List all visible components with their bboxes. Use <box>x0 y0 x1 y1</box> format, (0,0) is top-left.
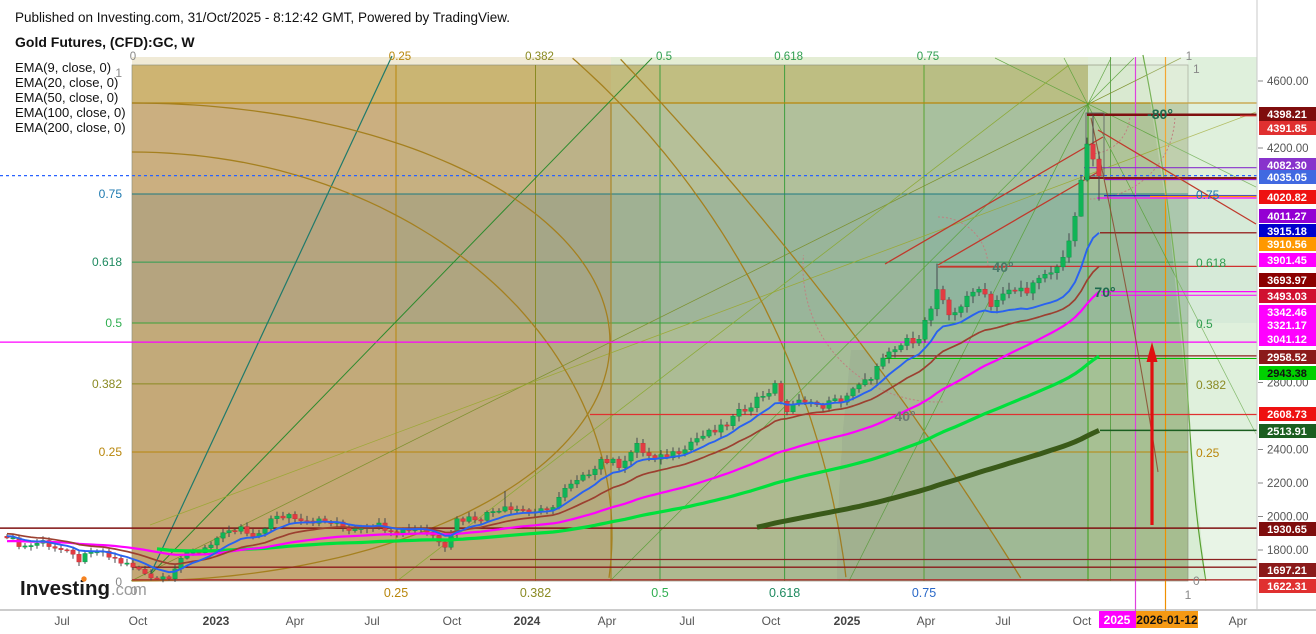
svg-text:1: 1 <box>1186 51 1192 63</box>
svg-text:3342.46: 3342.46 <box>1267 307 1307 319</box>
svg-text:0.25: 0.25 <box>99 445 123 459</box>
svg-text:Oct: Oct <box>443 614 462 628</box>
svg-text:0: 0 <box>1193 574 1200 588</box>
svg-text:2943.38: 2943.38 <box>1267 368 1307 380</box>
svg-text:Jul: Jul <box>54 614 69 628</box>
svg-text:4011.27: 4011.27 <box>1267 211 1306 223</box>
svg-text:3493.03: 3493.03 <box>1267 291 1307 303</box>
svg-text:40°: 40° <box>894 408 915 424</box>
svg-text:2200.00: 2200.00 <box>1267 478 1309 490</box>
svg-text:4082.30: 4082.30 <box>1267 160 1307 172</box>
svg-text:0.618: 0.618 <box>769 586 800 600</box>
svg-text:0.618: 0.618 <box>774 51 803 63</box>
svg-text:3693.97: 3693.97 <box>1267 275 1307 287</box>
svg-text:2023: 2023 <box>203 614 230 628</box>
svg-text:Oct: Oct <box>129 614 148 628</box>
svg-text:2958.52: 2958.52 <box>1267 352 1307 364</box>
svg-text:3910.56: 3910.56 <box>1267 239 1307 251</box>
svg-text:0.25: 0.25 <box>389 51 411 63</box>
svg-text:1: 1 <box>1185 588 1192 602</box>
svg-text:Apr: Apr <box>1229 614 1248 628</box>
svg-text:Jul: Jul <box>679 614 694 628</box>
svg-text:0: 0 <box>131 584 138 598</box>
svg-text:Gold Futures, (CFD):GC, W: Gold Futures, (CFD):GC, W <box>15 34 195 50</box>
svg-text:0.25: 0.25 <box>1196 446 1220 460</box>
svg-text:2025: 2025 <box>1104 613 1131 627</box>
svg-text:Apr: Apr <box>286 614 305 628</box>
svg-text:1622.31: 1622.31 <box>1267 581 1307 593</box>
svg-text:.com: .com <box>111 581 147 599</box>
svg-text:1: 1 <box>1193 62 1200 76</box>
svg-text:2400.00: 2400.00 <box>1267 445 1309 457</box>
svg-text:EMA(20, close, 0): EMA(20, close, 0) <box>15 75 118 90</box>
svg-text:0.75: 0.75 <box>99 187 123 201</box>
svg-text:2026-01-12: 2026-01-12 <box>1136 613 1198 627</box>
svg-text:4035.05: 4035.05 <box>1267 172 1307 184</box>
svg-text:2000.00: 2000.00 <box>1267 512 1309 524</box>
svg-text:2800.00: 2800.00 <box>1267 378 1309 390</box>
svg-text:0.5: 0.5 <box>656 51 672 63</box>
svg-text:0.618: 0.618 <box>1196 256 1226 270</box>
svg-text:EMA(9, close, 0): EMA(9, close, 0) <box>15 60 111 75</box>
svg-text:70°: 70° <box>1094 284 1115 300</box>
svg-text:0: 0 <box>130 51 136 63</box>
svg-text:EMA(50, close, 0): EMA(50, close, 0) <box>15 90 118 105</box>
svg-text:4391.85: 4391.85 <box>1267 123 1307 135</box>
svg-text:EMA(200, close, 0): EMA(200, close, 0) <box>15 120 126 135</box>
svg-text:0.382: 0.382 <box>525 51 554 63</box>
svg-text:40°: 40° <box>992 259 1013 275</box>
svg-text:2024: 2024 <box>514 614 541 628</box>
svg-text:EMA(100, close, 0): EMA(100, close, 0) <box>15 105 126 120</box>
svg-text:4020.82: 4020.82 <box>1267 192 1307 204</box>
svg-text:2025: 2025 <box>834 614 861 628</box>
svg-text:0.75: 0.75 <box>912 586 936 600</box>
svg-text:3041.12: 3041.12 <box>1267 334 1307 346</box>
svg-text:Jul: Jul <box>364 614 379 628</box>
svg-text:Published on Investing.com, 31: Published on Investing.com, 31/Oct/2025 … <box>15 10 510 25</box>
svg-text:Oct: Oct <box>1073 614 1092 628</box>
svg-text:Apr: Apr <box>917 614 936 628</box>
svg-text:0.5: 0.5 <box>105 316 122 330</box>
svg-text:0.5: 0.5 <box>1196 317 1213 331</box>
svg-text:0.382: 0.382 <box>1196 378 1226 392</box>
svg-text:1800.00: 1800.00 <box>1267 545 1309 557</box>
svg-text:2608.73: 2608.73 <box>1267 409 1307 421</box>
svg-text:0: 0 <box>115 575 122 589</box>
svg-text:0.382: 0.382 <box>92 377 122 391</box>
svg-text:Investing: Investing <box>20 577 110 600</box>
svg-text:2513.91: 2513.91 <box>1267 426 1307 438</box>
svg-text:4398.21: 4398.21 <box>1267 109 1307 121</box>
svg-text:0.75: 0.75 <box>1196 188 1220 202</box>
svg-text:4600.00: 4600.00 <box>1267 76 1309 88</box>
svg-text:0.382: 0.382 <box>520 586 551 600</box>
svg-text:3901.45: 3901.45 <box>1267 255 1307 267</box>
svg-text:Apr: Apr <box>598 614 617 628</box>
svg-text:-80°: -80° <box>1147 106 1173 122</box>
svg-text:3915.18: 3915.18 <box>1267 226 1307 238</box>
svg-text:0.75: 0.75 <box>917 51 939 63</box>
svg-text:1: 1 <box>115 66 122 80</box>
svg-text:4200.00: 4200.00 <box>1267 143 1309 155</box>
svg-text:1697.21: 1697.21 <box>1267 565 1307 577</box>
svg-text:0.5: 0.5 <box>651 586 668 600</box>
svg-text:0.25: 0.25 <box>384 586 408 600</box>
svg-text:Jul: Jul <box>995 614 1010 628</box>
svg-text:Oct: Oct <box>762 614 781 628</box>
svg-text:0.618: 0.618 <box>92 255 122 269</box>
svg-text:1930.65: 1930.65 <box>1267 524 1307 536</box>
svg-text:3321.17: 3321.17 <box>1267 320 1307 332</box>
